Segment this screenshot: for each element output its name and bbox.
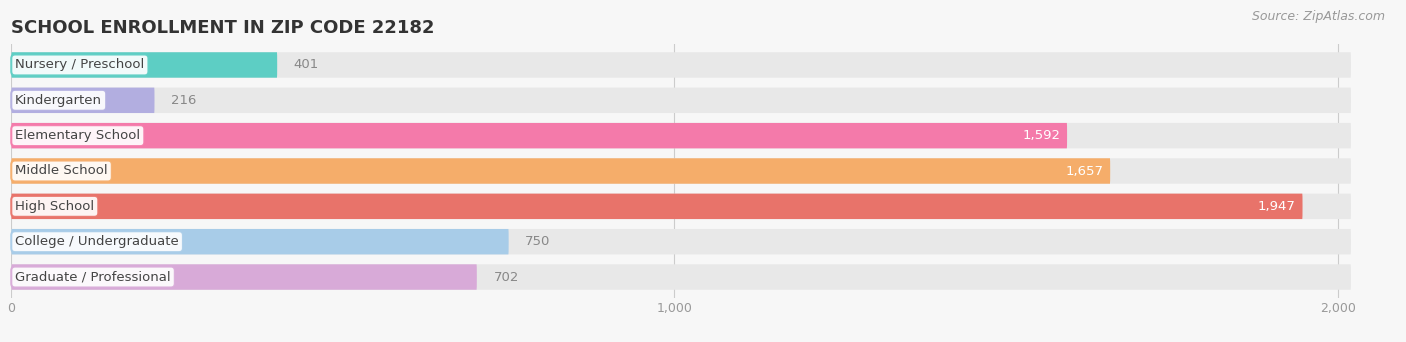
- Text: Nursery / Preschool: Nursery / Preschool: [15, 58, 145, 71]
- Text: 1,592: 1,592: [1022, 129, 1060, 142]
- Text: Middle School: Middle School: [15, 165, 108, 177]
- FancyBboxPatch shape: [11, 158, 1111, 184]
- Text: 1,657: 1,657: [1066, 165, 1104, 177]
- FancyBboxPatch shape: [11, 158, 1351, 184]
- FancyBboxPatch shape: [11, 52, 1351, 78]
- Text: Kindergarten: Kindergarten: [15, 94, 103, 107]
- FancyBboxPatch shape: [11, 123, 1351, 148]
- Text: Elementary School: Elementary School: [15, 129, 141, 142]
- Text: High School: High School: [15, 200, 94, 213]
- FancyBboxPatch shape: [11, 123, 1067, 148]
- FancyBboxPatch shape: [11, 264, 477, 290]
- FancyBboxPatch shape: [11, 88, 155, 113]
- Text: SCHOOL ENROLLMENT IN ZIP CODE 22182: SCHOOL ENROLLMENT IN ZIP CODE 22182: [11, 19, 434, 37]
- FancyBboxPatch shape: [11, 229, 509, 254]
- FancyBboxPatch shape: [11, 52, 277, 78]
- Text: 750: 750: [526, 235, 551, 248]
- Text: Source: ZipAtlas.com: Source: ZipAtlas.com: [1251, 10, 1385, 23]
- FancyBboxPatch shape: [11, 88, 1351, 113]
- FancyBboxPatch shape: [11, 194, 1302, 219]
- Text: College / Undergraduate: College / Undergraduate: [15, 235, 179, 248]
- FancyBboxPatch shape: [11, 194, 1351, 219]
- Text: Graduate / Professional: Graduate / Professional: [15, 271, 172, 284]
- FancyBboxPatch shape: [11, 264, 1351, 290]
- Text: 702: 702: [494, 271, 519, 284]
- Text: 216: 216: [172, 94, 197, 107]
- Text: 401: 401: [294, 58, 319, 71]
- FancyBboxPatch shape: [11, 229, 1351, 254]
- Text: 1,947: 1,947: [1258, 200, 1296, 213]
